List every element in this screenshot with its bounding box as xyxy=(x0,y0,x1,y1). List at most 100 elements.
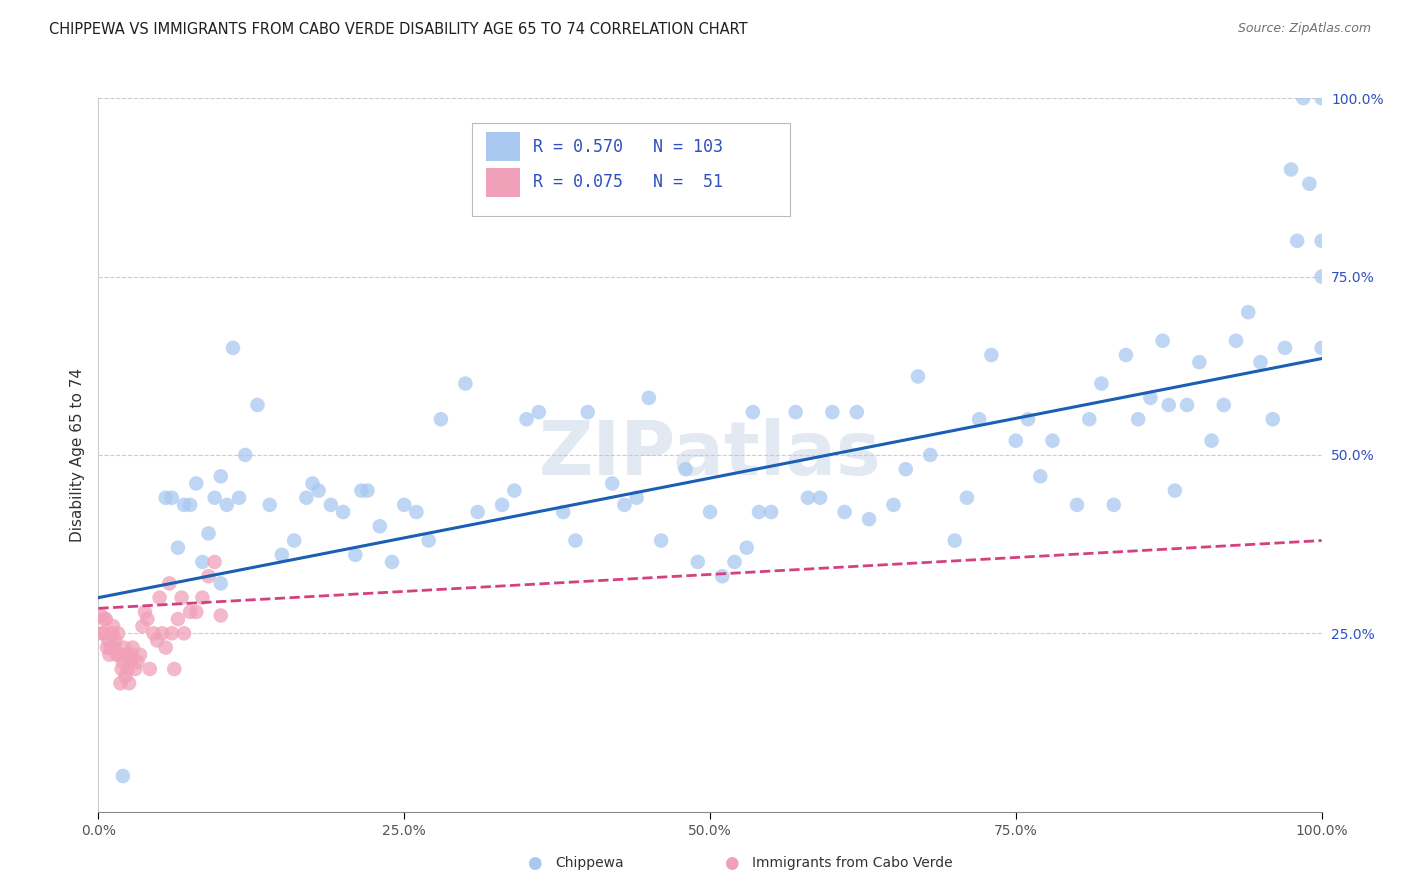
Point xyxy=(204,555,226,569)
Point xyxy=(131,619,153,633)
Point xyxy=(1188,355,1211,369)
Point xyxy=(883,498,905,512)
Point xyxy=(107,626,129,640)
Text: ●: ● xyxy=(527,854,541,871)
Point xyxy=(1164,483,1187,498)
Point xyxy=(101,619,124,633)
Point xyxy=(741,405,763,419)
Point xyxy=(197,526,219,541)
Point xyxy=(1078,412,1101,426)
Point xyxy=(197,569,219,583)
Point xyxy=(392,498,416,512)
Point xyxy=(91,626,114,640)
Point xyxy=(1115,348,1137,362)
Point xyxy=(149,591,172,605)
Point xyxy=(527,405,550,419)
Point xyxy=(209,576,232,591)
Point xyxy=(1128,412,1150,426)
Point xyxy=(1310,91,1333,105)
Point xyxy=(179,605,201,619)
Point xyxy=(1090,376,1112,391)
Point xyxy=(735,541,758,555)
Point xyxy=(980,348,1002,362)
Point xyxy=(858,512,880,526)
Point xyxy=(110,676,132,690)
Point xyxy=(105,648,128,662)
Point xyxy=(120,655,142,669)
Y-axis label: Disability Age 65 to 74: Disability Age 65 to 74 xyxy=(69,368,84,542)
Point xyxy=(686,555,709,569)
Point xyxy=(209,469,232,483)
Point xyxy=(1292,91,1315,105)
Point xyxy=(1237,305,1260,319)
Point xyxy=(163,662,186,676)
Point xyxy=(150,626,173,640)
Point xyxy=(1066,498,1088,512)
Text: R = 0.570   N = 103: R = 0.570 N = 103 xyxy=(533,137,723,155)
Point xyxy=(1286,234,1309,248)
Point xyxy=(215,498,238,512)
Text: Source: ZipAtlas.com: Source: ZipAtlas.com xyxy=(1237,22,1371,36)
Point xyxy=(748,505,770,519)
Point xyxy=(1042,434,1064,448)
Point xyxy=(626,491,648,505)
Point xyxy=(834,505,856,519)
Point xyxy=(613,498,636,512)
Point xyxy=(97,633,120,648)
Point xyxy=(405,505,427,519)
Point xyxy=(1279,162,1302,177)
Point xyxy=(270,548,294,562)
Point xyxy=(111,655,134,669)
Point xyxy=(1225,334,1247,348)
Point xyxy=(894,462,917,476)
Point xyxy=(108,648,131,662)
Point xyxy=(117,662,139,676)
Point xyxy=(637,391,661,405)
Point xyxy=(785,405,807,419)
Point xyxy=(173,626,195,640)
Point xyxy=(191,591,214,605)
Point xyxy=(553,505,575,519)
Point xyxy=(650,533,672,548)
Point xyxy=(204,491,226,505)
Text: CHIPPEWA VS IMMIGRANTS FROM CABO VERDE DISABILITY AGE 65 TO 74 CORRELATION CHART: CHIPPEWA VS IMMIGRANTS FROM CABO VERDE D… xyxy=(49,22,748,37)
Bar xyxy=(486,168,520,196)
Point xyxy=(233,448,256,462)
Point xyxy=(246,398,269,412)
Point xyxy=(129,648,152,662)
Point xyxy=(103,640,125,655)
Point xyxy=(94,612,117,626)
Point xyxy=(675,462,697,476)
Point xyxy=(1017,412,1039,426)
Point xyxy=(761,505,783,519)
Point xyxy=(120,648,142,662)
Point xyxy=(332,505,354,519)
Point xyxy=(160,626,183,640)
Text: ●: ● xyxy=(724,854,738,871)
Point xyxy=(368,519,391,533)
Point xyxy=(301,476,323,491)
Point xyxy=(155,491,177,505)
Point xyxy=(454,376,477,391)
Point xyxy=(222,341,245,355)
Point xyxy=(600,476,623,491)
Point xyxy=(118,676,141,690)
Point xyxy=(808,491,831,505)
Point xyxy=(1175,398,1198,412)
Point xyxy=(1152,334,1174,348)
Text: Chippewa: Chippewa xyxy=(555,855,624,870)
Point xyxy=(1298,177,1320,191)
Bar xyxy=(486,132,520,161)
Point xyxy=(191,555,214,569)
Point xyxy=(91,626,114,640)
Text: Immigrants from Cabo Verde: Immigrants from Cabo Verde xyxy=(752,855,953,870)
Point xyxy=(157,576,180,591)
Point xyxy=(1261,412,1284,426)
Point xyxy=(344,548,367,562)
Point xyxy=(418,533,440,548)
Point xyxy=(160,491,183,505)
FancyBboxPatch shape xyxy=(471,123,790,216)
Point xyxy=(186,605,208,619)
Point xyxy=(115,648,138,662)
Point xyxy=(146,633,169,648)
